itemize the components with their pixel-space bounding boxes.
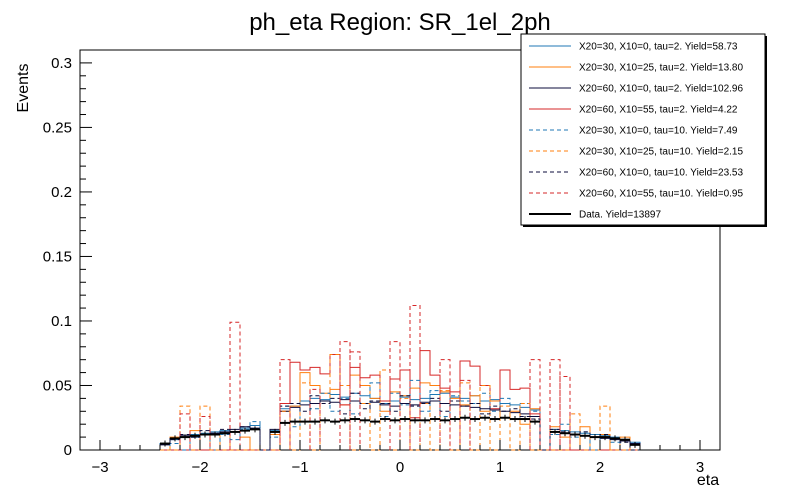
data-points (160, 414, 640, 448)
y-tick-label: 0 (64, 442, 72, 459)
series-7-spike-0 (179, 413, 191, 450)
series-7-spike-12 (549, 359, 561, 450)
y-axis-label: Events (15, 64, 32, 113)
series-7-spike-10 (459, 379, 471, 450)
legend-label-7: X20=60, X10=55, tau=10. Yield=0.95 (579, 189, 743, 200)
series-7-spike-6 (349, 351, 361, 450)
y-tick-label: 0.15 (43, 248, 72, 265)
series-7-spike-2 (229, 321, 241, 450)
y-tick-label: 0.2 (51, 184, 72, 201)
x-tick-label: 0 (396, 459, 404, 476)
x-tick-label: 3 (696, 459, 704, 476)
legend-label-3: X20=60, X10=55, tau=2. Yield=4.22 (579, 105, 738, 116)
series-7-spike-9 (439, 359, 451, 450)
x-tick-label: 1 (496, 459, 504, 476)
y-tick-label: 0.3 (51, 55, 72, 72)
y-tick-label: 0.1 (51, 313, 72, 330)
series-7-spike-11 (529, 359, 541, 450)
x-tick-label: −1 (291, 459, 308, 476)
legend: X20=30, X10=0, tau=2. Yield=58.73 X20=30,… (520, 33, 767, 227)
legend-label-4: X20=30, X10=0, tau=10. Yield=7.49 (579, 126, 738, 137)
series-7-spike-1 (199, 415, 211, 450)
legend-label-6: X20=60, X10=0, tau=10. Yield=23.53 (579, 168, 743, 179)
legend-label-0: X20=30, X10=0, tau=2. Yield=58.73 (579, 42, 738, 53)
x-axis-label: eta (697, 472, 719, 489)
legend-label-8: Data. Yield=13897 (579, 210, 661, 221)
series-7-spike-5 (339, 341, 351, 450)
legend-label-1: X20=30, X10=25, tau=2. Yield=13.80 (579, 63, 743, 74)
y-tick-label: 0.25 (43, 119, 72, 136)
series-7-spike-8 (409, 304, 421, 450)
series-7 (179, 304, 571, 450)
series-7-spike-13 (559, 375, 571, 450)
chart-title: ph_eta Region: SR_1el_2ph (249, 9, 551, 36)
axes: −3 −2 −1 0 1 2 3 0 0.05 0.1 0.15 0.2 0.25 0.3 (43, 49, 721, 476)
x-tick-label: 2 (596, 459, 604, 476)
series-7-spike-7 (389, 341, 401, 450)
series-7-spike-3 (279, 359, 291, 450)
plot-marks (159, 304, 641, 451)
x-tick-label: −3 (91, 459, 108, 476)
legend-label-2: X20=60, X10=0, tau=2. Yield=102.96 (579, 84, 743, 95)
legend-box (520, 33, 766, 226)
legend-label-5: X20=30, X10=25, tau=10. Yield=2.15 (579, 147, 743, 158)
x-tick-label: −2 (191, 459, 208, 476)
y-tick-label: 0.05 (43, 377, 72, 394)
